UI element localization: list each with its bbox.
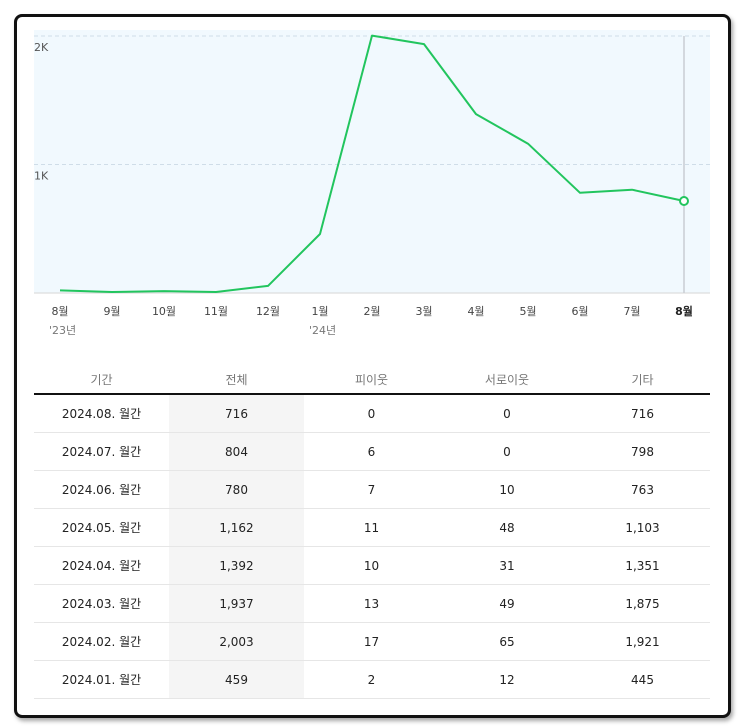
x-tick-label: 8월 xyxy=(675,304,693,318)
cell-other: 716 xyxy=(575,394,710,433)
cell-mutual-neighbor: 0 xyxy=(439,432,575,471)
cell-total: 459 xyxy=(169,660,304,699)
cell-other: 1,103 xyxy=(575,508,710,547)
x-tick-label: 7월 xyxy=(623,305,640,318)
cell-mutual-neighbor: 65 xyxy=(439,622,575,661)
cell-period: 2024.03. 월간 xyxy=(34,584,169,623)
cell-mutual-neighbor: 31 xyxy=(439,546,575,585)
cell-other: 1,875 xyxy=(575,584,710,623)
header-period: 기간 xyxy=(34,365,169,395)
cell-period: 2024.02. 월간 xyxy=(34,622,169,661)
cell-total: 1,162 xyxy=(169,508,304,547)
cell-mutual-neighbor: 49 xyxy=(439,584,575,623)
year-label: '23년 xyxy=(49,324,76,337)
x-tick-label: 2월 xyxy=(363,305,380,318)
cell-other: 1,351 xyxy=(575,546,710,585)
cell-neighbor: 13 xyxy=(304,584,439,623)
header-neighbor: 피이웃 xyxy=(304,365,439,395)
x-tick-label: 4월 xyxy=(467,305,484,318)
cell-total: 780 xyxy=(169,470,304,509)
y-tick-label: 2K xyxy=(34,41,49,54)
cell-total: 2,003 xyxy=(169,622,304,661)
table-row: 2024.03. 월간 1,937 13 49 1,875 xyxy=(34,584,710,623)
cell-mutual-neighbor: 48 xyxy=(439,508,575,547)
table-row: 2024.02. 월간 2,003 17 65 1,921 xyxy=(34,622,710,661)
cell-total: 1,937 xyxy=(169,584,304,623)
cell-other: 445 xyxy=(575,660,710,699)
table-row: 2024.08. 월간 716 0 0 716 xyxy=(34,394,710,433)
cell-other: 798 xyxy=(575,432,710,471)
highlighted-point xyxy=(679,195,689,206)
plot-background xyxy=(34,30,710,293)
cell-period: 2024.07. 월간 xyxy=(34,432,169,471)
cell-neighbor: 10 xyxy=(304,546,439,585)
cell-period: 2024.05. 월간 xyxy=(34,508,169,547)
x-tick-label: 10월 xyxy=(152,305,176,318)
x-tick-label: 1월 xyxy=(311,305,328,318)
cell-period: 2024.04. 월간 xyxy=(34,546,169,585)
table-row: 2024.04. 월간 1,392 10 31 1,351 xyxy=(34,546,710,585)
line-chart: 1K 2K 8월 9월 10월 11월 12월 1월 2월 3월 4월 5월 6월 7월 8월 '23년 '24… xyxy=(34,30,710,337)
table-header-row: 기간 전체 피이웃 서로이웃 기타 xyxy=(34,365,710,395)
x-tick-label: 6월 xyxy=(571,305,588,318)
stats-table: 기간 전체 피이웃 서로이웃 기타 2024.08. 월간 716 0 0 716 202… xyxy=(34,365,710,699)
cell-total: 716 xyxy=(169,394,304,433)
table-row: 2024.01. 월간 459 2 12 445 xyxy=(34,660,710,699)
cell-period: 2024.01. 월간 xyxy=(34,660,169,699)
cell-neighbor: 6 xyxy=(304,432,439,471)
header-mutual-neighbor: 서로이웃 xyxy=(439,365,575,395)
cell-total: 804 xyxy=(169,432,304,471)
x-tick-label: 12월 xyxy=(256,305,280,318)
x-tick-label: 9월 xyxy=(103,305,120,318)
year-label: '24년 xyxy=(309,324,336,337)
cell-total: 1,392 xyxy=(169,546,304,585)
header-other: 기타 xyxy=(575,365,710,395)
cell-neighbor: 2 xyxy=(304,660,439,699)
table-row: 2024.07. 월간 804 6 0 798 xyxy=(34,432,710,471)
cell-mutual-neighbor: 0 xyxy=(439,394,575,433)
x-tick-label: 5월 xyxy=(519,305,536,318)
cell-mutual-neighbor: 12 xyxy=(439,660,575,699)
x-tick-label: 8월 xyxy=(51,305,68,318)
cell-period: 2024.08. 월간 xyxy=(34,394,169,433)
cell-neighbor: 0 xyxy=(304,394,439,433)
table-row: 2024.06. 월간 780 7 10 763 xyxy=(34,470,710,509)
cell-period: 2024.06. 월간 xyxy=(34,470,169,509)
cell-neighbor: 7 xyxy=(304,470,439,509)
cell-mutual-neighbor: 10 xyxy=(439,470,575,509)
header-total: 전체 xyxy=(169,365,304,395)
cell-neighbor: 17 xyxy=(304,622,439,661)
cell-other: 1,921 xyxy=(575,622,710,661)
table-row: 2024.05. 월간 1,162 11 48 1,103 xyxy=(34,508,710,547)
x-tick-label: 3월 xyxy=(415,305,432,318)
cell-other: 763 xyxy=(575,470,710,509)
series-line xyxy=(59,34,685,293)
x-tick-label: 11월 xyxy=(204,305,228,318)
cell-neighbor: 11 xyxy=(304,508,439,547)
y-tick-label: 1K xyxy=(34,170,49,183)
